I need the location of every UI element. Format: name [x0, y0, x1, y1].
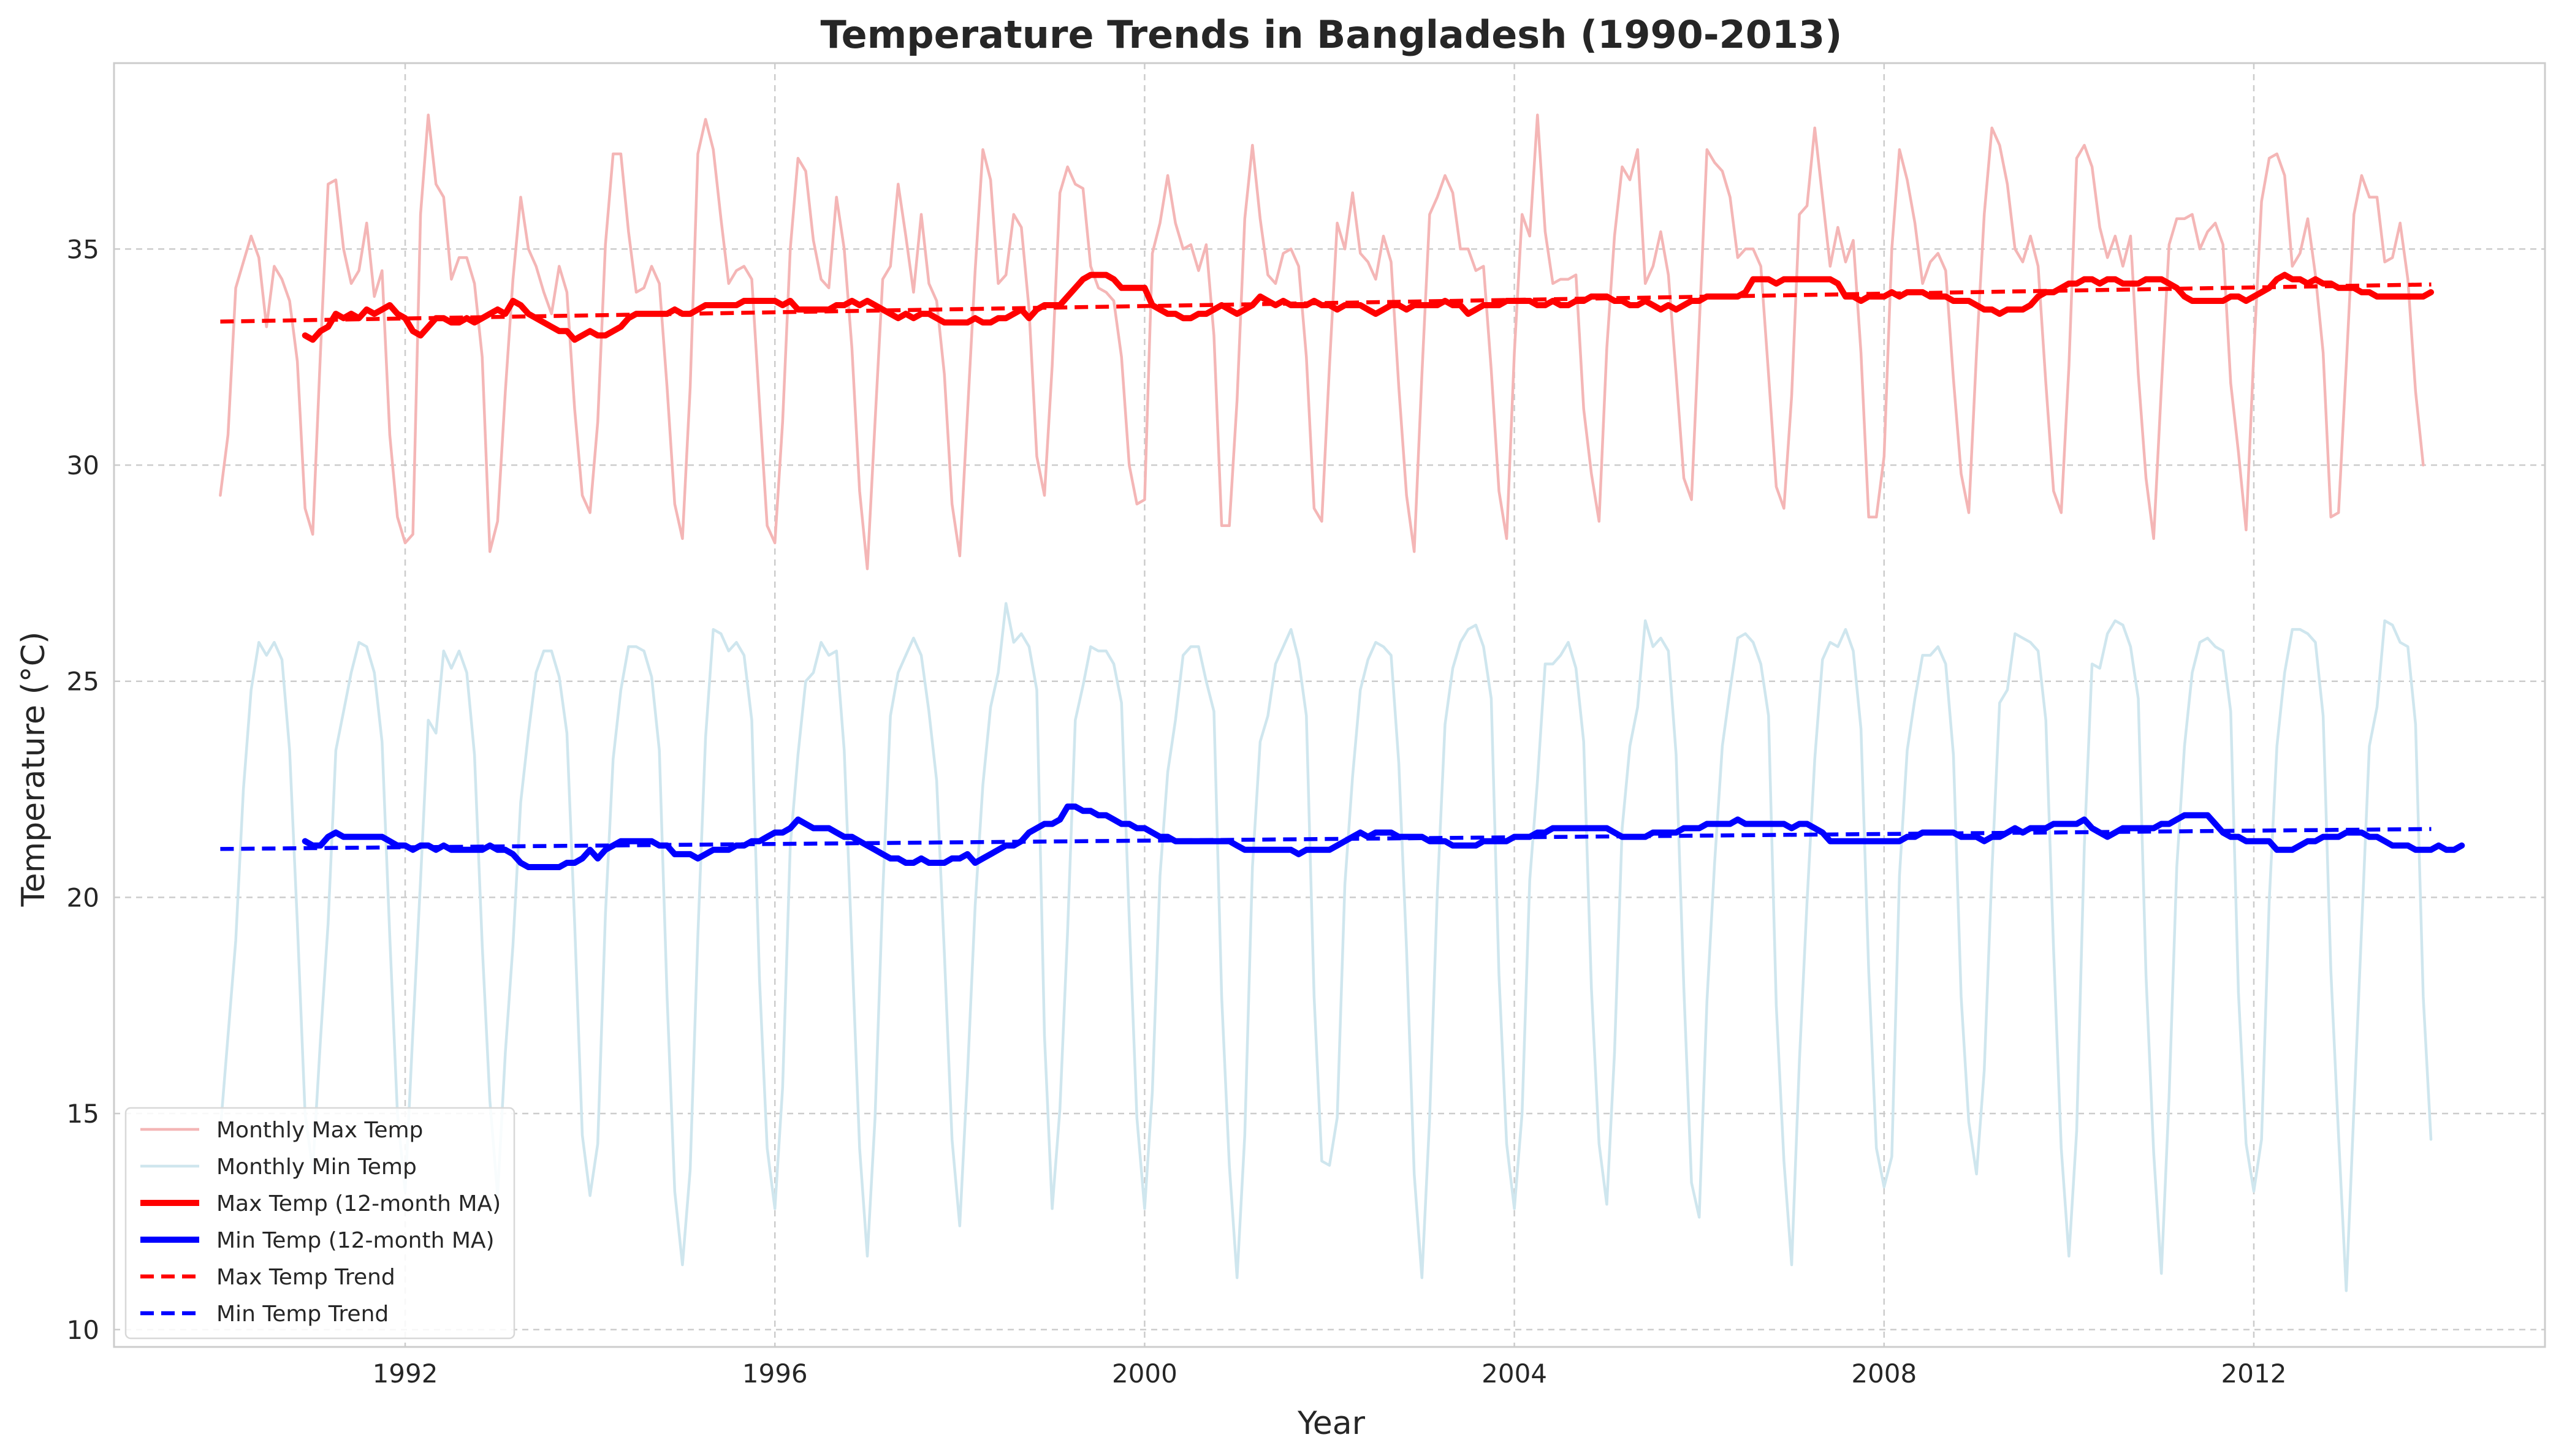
y-tick-label: 35 [67, 234, 99, 264]
series-line-max-temp-12-month-ma [302, 271, 2434, 343]
series-line-min-temp-trend [220, 827, 2432, 851]
legend-label-min-temp-12-month-ma: Min Temp (12-month MA) [216, 1228, 495, 1253]
legend-label-monthly-min-temp: Monthly Min Temp [216, 1155, 417, 1180]
y-tick-label: 30 [67, 450, 99, 480]
x-tick-label: 2000 [1112, 1359, 1177, 1389]
series-line-min-temp-12-month-ma [302, 803, 2465, 870]
y-tick-label: 10 [67, 1315, 99, 1345]
x-tick-label: 2004 [1481, 1359, 1547, 1389]
series-line-monthly-min-temp [219, 602, 2433, 1292]
x-axis-label: Year [1297, 1405, 1366, 1442]
y-tick-label: 20 [67, 882, 99, 912]
legend-box [124, 1107, 515, 1340]
y-tick-label: 25 [67, 667, 99, 697]
legend-label-min-temp-trend: Min Temp Trend [216, 1302, 389, 1327]
x-tick-label: 2008 [1851, 1359, 1917, 1389]
plot-area: 1992 1996 2000 2004 2008 2012 10 15 20 25 30 35 [67, 62, 2546, 1389]
legend-label-max-temp-12-month-ma: Max Temp (12-month MA) [216, 1191, 501, 1216]
x-tick-label: 2012 [2221, 1359, 2287, 1389]
y-axis-label: Temperature (°C) [15, 632, 52, 908]
chart-title: Temperature Trends in Bangladesh (1990-2… [821, 12, 1843, 57]
y-tick-label: 15 [67, 1099, 99, 1129]
series-line-monthly-max-temp [219, 113, 2425, 571]
x-tick-label: 1992 [373, 1359, 438, 1389]
legend-label-max-temp-trend: Max Temp Trend [216, 1265, 395, 1290]
legend: Monthly Max Temp Monthly Min Temp Max Temp… [124, 1107, 515, 1340]
legend-label-monthly-max-temp: Monthly Max Temp [216, 1118, 423, 1143]
x-tick-label: 1996 [742, 1359, 808, 1389]
